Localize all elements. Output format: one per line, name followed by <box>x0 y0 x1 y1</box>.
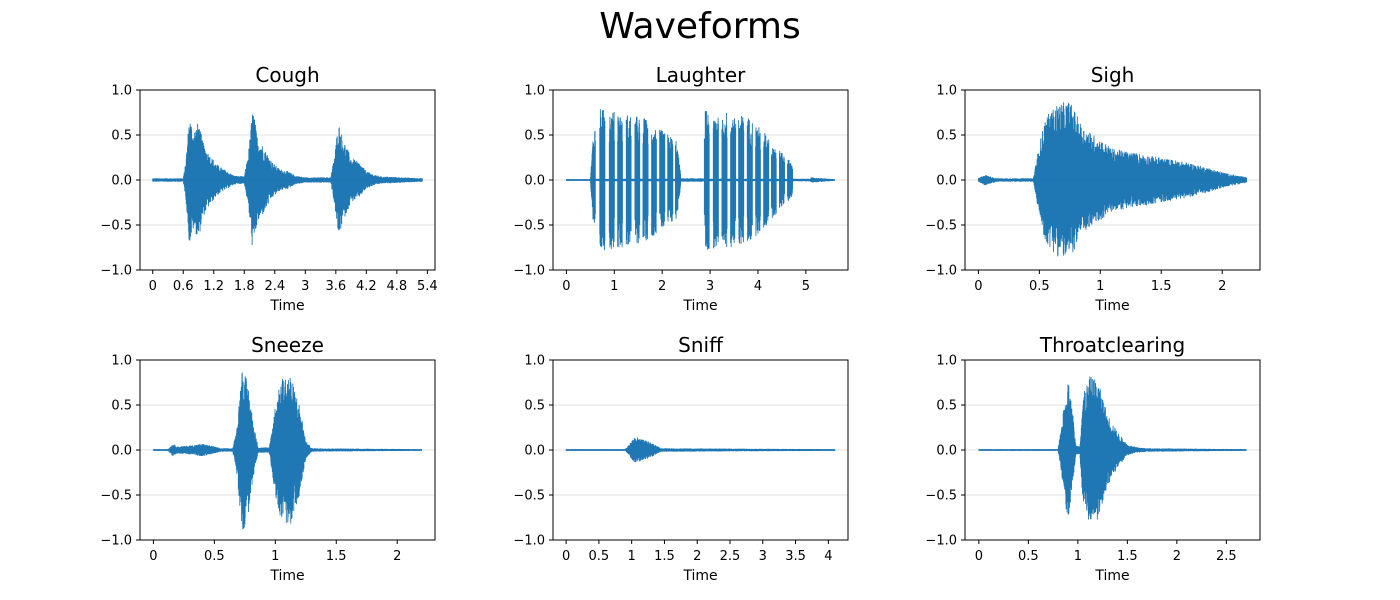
x-tick-label: 1 <box>610 279 618 294</box>
x-tick-label: 0.6 <box>173 279 194 294</box>
x-tick-label: 3 <box>706 279 714 294</box>
y-tick-label: −1.0 <box>100 264 132 279</box>
y-tick-label: 1.0 <box>524 84 545 99</box>
x-tick-label: 0 <box>974 279 982 294</box>
y-tick-label: 0.5 <box>524 129 545 144</box>
waveform-series <box>152 372 423 530</box>
y-tick-label: −1.0 <box>925 534 957 549</box>
waveform-series <box>978 376 1247 520</box>
x-tick-label: 1.5 <box>654 549 675 564</box>
x-axis-label: Time <box>1094 298 1129 314</box>
x-tick-label: 2 <box>1173 549 1181 564</box>
y-tick-label: 0.0 <box>111 444 132 459</box>
y-tick-label: 0.0 <box>111 174 132 189</box>
subplot-title: Sigh <box>1091 63 1135 87</box>
y-tick-label: 0.5 <box>111 399 132 414</box>
y-tick-label: −1.0 <box>513 534 545 549</box>
subplot-title: Sneeze <box>251 333 324 357</box>
x-axis-label: Time <box>682 298 717 314</box>
y-tick-label: 1.0 <box>936 84 957 99</box>
x-tick-label: 2 <box>1218 279 1226 294</box>
y-tick-label: 1.0 <box>111 354 132 369</box>
y-tick-label: −0.5 <box>513 489 545 504</box>
y-tick-label: −0.5 <box>100 219 132 234</box>
subplot-title: Laughter <box>656 63 747 87</box>
subplot-sniff: 0 0.5 1 1.5 2 2.5 3 3.5 4 −1.0 −0.5 0.0 0.5 1.0 Sniff T… <box>513 333 849 584</box>
x-tick-label: 1.8 <box>234 279 255 294</box>
waveform-series <box>977 102 1248 257</box>
x-tick-label: 1 <box>628 549 636 564</box>
y-tick-label: 0.0 <box>936 174 957 189</box>
x-tick-label: 0 <box>562 549 570 564</box>
x-tick-label: 2 <box>393 549 401 564</box>
x-tick-label: 0 <box>562 279 570 294</box>
subplot-title: Sniff <box>678 333 724 357</box>
x-tick-label: 1 <box>271 549 279 564</box>
y-tick-label: −0.5 <box>925 489 957 504</box>
x-axis-label: Time <box>682 568 717 584</box>
y-tick-label: 0.0 <box>524 444 545 459</box>
y-tick-label: 0.0 <box>936 444 957 459</box>
subplot-laughter: 0 1 2 3 4 5 −1.0 −0.5 0.0 0.5 1.0 Laughter Time <box>513 63 849 314</box>
y-tick-label: −0.5 <box>100 489 132 504</box>
y-tick-label: 0.5 <box>936 399 957 414</box>
x-tick-label: 0.5 <box>589 549 610 564</box>
x-tick-label: 0.5 <box>1018 549 1039 564</box>
y-tick-label: −0.5 <box>925 219 957 234</box>
x-tick-label: 2 <box>658 279 666 294</box>
x-axis-label: Time <box>1094 568 1129 584</box>
x-tick-label: 4 <box>754 279 762 294</box>
x-axis-label: Time <box>269 298 304 314</box>
x-tick-label: 4 <box>824 549 832 564</box>
x-tick-label: 3.5 <box>785 549 806 564</box>
x-tick-label: 1.5 <box>1117 549 1138 564</box>
x-tick-label: 2.5 <box>720 549 741 564</box>
subplot-sneeze: 0 0.5 1 1.5 2 −1.0 −0.5 0.0 0.5 1.0 Sneeze Time <box>100 333 436 584</box>
y-tick-label: 0.5 <box>936 129 957 144</box>
y-tick-label: −1.0 <box>925 264 957 279</box>
y-tick-label: 0.5 <box>111 129 132 144</box>
x-tick-label: 4.8 <box>387 279 408 294</box>
x-tick-label: 5.4 <box>417 279 438 294</box>
y-tick-label: −1.0 <box>100 534 132 549</box>
y-tick-label: 0.5 <box>524 399 545 414</box>
x-tick-label: 1.2 <box>203 279 224 294</box>
x-tick-label: 1 <box>1096 279 1104 294</box>
y-tick-label: 1.0 <box>111 84 132 99</box>
x-tick-label: 0.5 <box>1029 279 1050 294</box>
y-tick-label: 0.0 <box>524 174 545 189</box>
x-axis-label: Time <box>269 568 304 584</box>
x-tick-label: 2.5 <box>1216 549 1237 564</box>
subplot-throatclearing: 0 0.5 1 1.5 2 2.5 −1.0 −0.5 0.0 0.5 1.0 Throatclear… <box>925 333 1261 584</box>
subplot-sigh: 0 0.5 1 1.5 2 −1.0 −0.5 0.0 0.5 1.0 Sigh Time <box>925 63 1261 314</box>
figure-title: Waveforms <box>599 6 801 47</box>
x-tick-label: 0.5 <box>204 549 225 564</box>
y-tick-label: −0.5 <box>513 219 545 234</box>
subplot-cough: 0 0.6 1.2 1.8 2.4 3 3.6 4.2 4.8 5.4 −1.0 −0.5 0.0 0.5… <box>100 63 437 314</box>
x-tick-label: 2 <box>693 549 701 564</box>
x-tick-label: 2.4 <box>264 279 285 294</box>
x-tick-label: 5 <box>802 279 810 294</box>
y-tick-label: 1.0 <box>936 354 957 369</box>
y-tick-label: 1.0 <box>524 354 545 369</box>
x-tick-label: 1.5 <box>1151 279 1172 294</box>
x-tick-label: 1.5 <box>326 549 347 564</box>
x-tick-label: 3.6 <box>325 279 346 294</box>
y-tick-label: −1.0 <box>513 264 545 279</box>
x-tick-label: 3 <box>759 549 767 564</box>
x-tick-label: 0 <box>149 279 157 294</box>
x-tick-label: 0 <box>975 549 983 564</box>
subplot-title: Throatclearing <box>1039 333 1185 357</box>
x-tick-label: 0 <box>149 549 157 564</box>
x-tick-label: 1 <box>1074 549 1082 564</box>
x-tick-label: 4.2 <box>356 279 377 294</box>
x-tick-label: 3 <box>301 279 309 294</box>
subplot-title: Cough <box>255 63 319 87</box>
